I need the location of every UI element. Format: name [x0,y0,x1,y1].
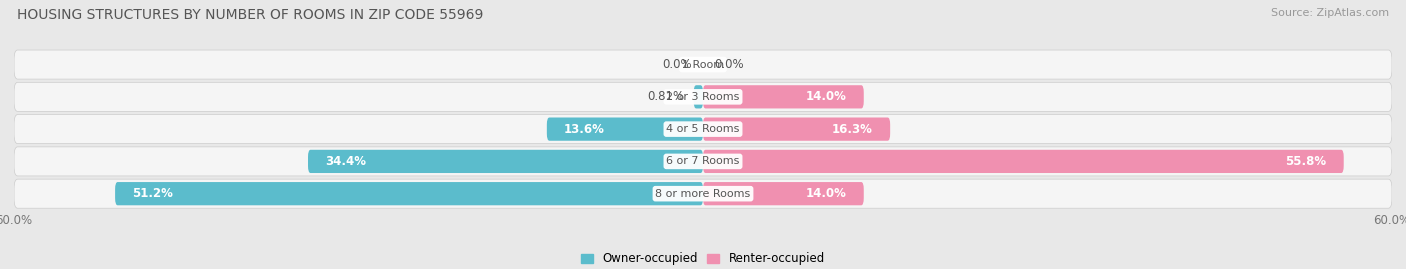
Text: 4 or 5 Rooms: 4 or 5 Rooms [666,124,740,134]
Text: HOUSING STRUCTURES BY NUMBER OF ROOMS IN ZIP CODE 55969: HOUSING STRUCTURES BY NUMBER OF ROOMS IN… [17,8,484,22]
FancyBboxPatch shape [14,179,1392,208]
Text: 0.0%: 0.0% [662,58,692,71]
Text: 14.0%: 14.0% [806,187,846,200]
Text: 51.2%: 51.2% [132,187,173,200]
Text: 6 or 7 Rooms: 6 or 7 Rooms [666,156,740,167]
FancyBboxPatch shape [14,115,1392,144]
FancyBboxPatch shape [308,150,703,173]
FancyBboxPatch shape [14,50,1392,79]
Text: 0.0%: 0.0% [714,58,744,71]
Text: 2 or 3 Rooms: 2 or 3 Rooms [666,92,740,102]
Text: 8 or more Rooms: 8 or more Rooms [655,189,751,199]
FancyBboxPatch shape [703,118,890,141]
Text: 55.8%: 55.8% [1285,155,1326,168]
Text: 16.3%: 16.3% [832,123,873,136]
FancyBboxPatch shape [703,182,863,205]
Legend: Owner-occupied, Renter-occupied: Owner-occupied, Renter-occupied [581,252,825,265]
FancyBboxPatch shape [703,85,863,108]
Text: 34.4%: 34.4% [325,155,366,168]
FancyBboxPatch shape [115,182,703,205]
FancyBboxPatch shape [703,150,1344,173]
FancyBboxPatch shape [14,82,1392,111]
Text: 1 Room: 1 Room [682,59,724,70]
Text: 14.0%: 14.0% [806,90,846,103]
FancyBboxPatch shape [547,118,703,141]
Text: 13.6%: 13.6% [564,123,605,136]
FancyBboxPatch shape [693,85,703,108]
Text: Source: ZipAtlas.com: Source: ZipAtlas.com [1271,8,1389,18]
FancyBboxPatch shape [14,147,1392,176]
Text: 0.81%: 0.81% [647,90,685,103]
